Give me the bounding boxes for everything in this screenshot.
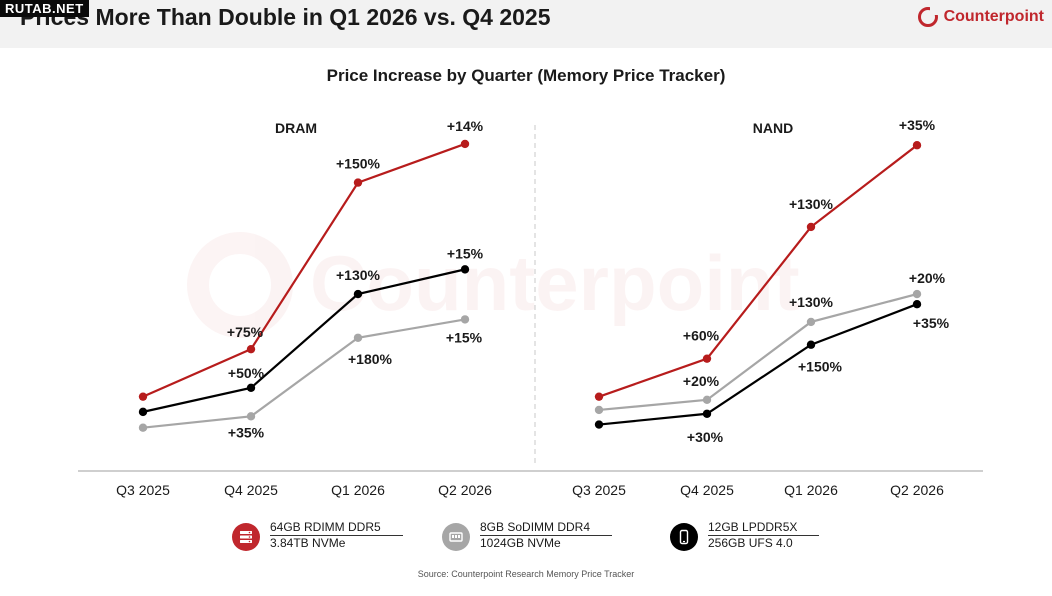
- brand-logo: Counterpoint: [917, 7, 1044, 27]
- series-line: [142, 268, 466, 413]
- data-point: [912, 289, 922, 299]
- server-icon: [232, 523, 260, 551]
- data-point: [138, 407, 148, 417]
- data-point: [353, 333, 363, 342]
- panel-title: DRAM: [275, 120, 317, 136]
- series-line: [142, 142, 466, 398]
- background-watermark: Counterpoint: [187, 232, 800, 338]
- header-bar: Prices More Than Double in Q1 2026 vs. Q…: [0, 0, 1052, 48]
- data-point: [460, 139, 470, 149]
- legend-label-line2: 1024GB NVMe: [480, 536, 561, 550]
- panel-dram: DRAM Q3 2025 Q4 2025 Q1 2026 Q2 2026 +75% +150…: [116, 118, 492, 498]
- data-label: +35%: [228, 424, 265, 440]
- data-point: [353, 178, 363, 187]
- data-label: +15%: [447, 245, 484, 261]
- site-watermark: RUTAB.NET: [0, 0, 89, 17]
- x-tick-label: Q2 2026: [890, 482, 944, 498]
- data-label: +150%: [336, 156, 381, 172]
- brand-name: Counterpoint: [943, 8, 1044, 25]
- source-note: Source: Counterpoint Research Memory Pri…: [417, 569, 635, 579]
- data-label: +75%: [227, 324, 264, 340]
- series-1: +50% +130% +15%: [138, 245, 484, 417]
- smartphone-icon: [670, 523, 698, 551]
- legend-label-line1: 64GB RDIMM DDR5: [270, 520, 403, 536]
- watermark-text: Counterpoint: [310, 239, 800, 327]
- x-tick-label: Q1 2026: [784, 482, 838, 498]
- data-label: +14%: [447, 118, 484, 134]
- data-label: +15%: [446, 329, 483, 345]
- data-label: +180%: [348, 351, 393, 367]
- data-point: [460, 265, 470, 274]
- legend-item-phone: 12GB LPDDR5X 256GB UFS 4.0: [670, 520, 820, 551]
- data-point: [138, 392, 148, 401]
- legend-item-ram: 8GB SoDIMM DDR4 1024GB NVMe: [442, 520, 613, 551]
- panel-nand: NAND Q3 2025 Q4 2025 Q1 2026 Q2 2026 +60% +130…: [572, 117, 950, 498]
- data-label: +35%: [913, 315, 950, 331]
- legend-label-line1: 8GB SoDIMM DDR4: [480, 520, 613, 536]
- ram-stick-icon: [442, 523, 470, 551]
- data-point: [912, 141, 922, 150]
- data-point: [702, 395, 712, 405]
- legend-label-line2: 256GB UFS 4.0: [708, 536, 793, 550]
- data-point: [806, 340, 816, 349]
- data-point: [246, 383, 256, 392]
- data-point: [594, 392, 604, 401]
- data-point: [806, 222, 816, 232]
- data-label: +150%: [798, 359, 843, 375]
- data-point: [702, 354, 712, 363]
- series-1: +20% +130% +20%: [594, 270, 946, 415]
- data-point: [806, 317, 816, 327]
- counterpoint-logo-icon: [917, 7, 938, 27]
- data-label: +20%: [683, 373, 720, 389]
- data-label: +130%: [336, 267, 381, 283]
- legend-label-line2: 3.84TB NVMe: [270, 536, 346, 550]
- series-0: +60% +130% +35%: [594, 117, 936, 401]
- data-label: +35%: [899, 117, 936, 133]
- data-point: [138, 423, 148, 432]
- legend-label-line1: 12GB LPDDR5X: [708, 520, 820, 536]
- line-chart: Counterpoint DRAM Q3 2025 Q4 2025 Q1 2026 Q2…: [78, 117, 983, 498]
- data-label: +30%: [687, 429, 724, 445]
- x-tick-label: Q4 2025: [680, 482, 734, 498]
- data-point: [353, 289, 363, 299]
- data-point: [246, 344, 256, 354]
- data-point: [460, 315, 470, 324]
- series-2: +35% +180% +15%: [138, 315, 483, 440]
- data-label: +130%: [789, 196, 834, 212]
- data-point: [912, 300, 922, 309]
- series-0: +75% +150% +14%: [138, 118, 484, 401]
- data-point: [594, 405, 604, 415]
- page-headline: Prices More Than Double in Q1 2026 vs. Q…: [20, 4, 551, 30]
- series-line: [142, 318, 466, 429]
- legend-item-server: 64GB RDIMM DDR5 3.84TB NVMe: [232, 520, 403, 551]
- legend: 64GB RDIMM DDR5 3.84TB NVMe 8GB SoDIMM D…: [0, 520, 1052, 560]
- x-tick-label: Q2 2026: [438, 482, 492, 498]
- chart-title: Price Increase by Quarter (Memory Price …: [326, 66, 726, 85]
- series-line: [598, 303, 918, 426]
- series-2: +30% +150% +35%: [594, 300, 950, 445]
- series-line: [598, 293, 918, 412]
- data-label: +60%: [683, 328, 720, 344]
- data-label: +130%: [789, 294, 834, 310]
- data-point: [594, 420, 604, 429]
- x-tick-label: Q1 2026: [331, 482, 385, 498]
- panel-title: NAND: [753, 120, 793, 136]
- x-tick-label: Q3 2025: [572, 482, 626, 498]
- x-tick-label: Q4 2025: [224, 482, 278, 498]
- data-point: [702, 409, 712, 418]
- data-point: [246, 412, 256, 421]
- data-label: +20%: [909, 270, 946, 286]
- x-tick-label: Q3 2025: [116, 482, 170, 498]
- series-line: [598, 144, 918, 398]
- data-label: +50%: [228, 365, 265, 381]
